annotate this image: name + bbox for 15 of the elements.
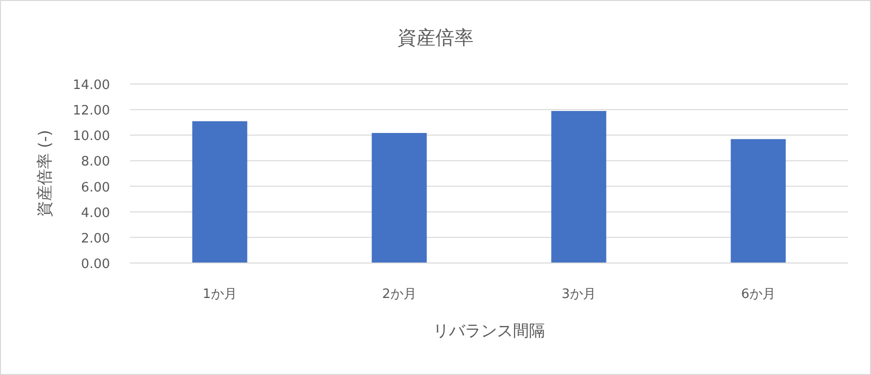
x-axis-title: リバランス間隔 — [433, 321, 545, 340]
y-tick-label: 2.00 — [81, 231, 110, 246]
y-axis-title: 資産倍率 (-) — [35, 130, 54, 218]
chart-title: 資産倍率 — [398, 27, 474, 49]
x-tick-label: 2か月 — [382, 287, 416, 302]
x-tick-label: 6か月 — [741, 287, 776, 302]
x-tick-label: 1か月 — [202, 287, 237, 302]
x-tick-label: 3か月 — [562, 287, 596, 302]
y-tick-label: 14.00 — [72, 78, 110, 93]
y-tick-label: 0.00 — [81, 257, 110, 272]
y-tick-label: 6.00 — [81, 180, 110, 196]
y-tick-label: 10.00 — [72, 129, 110, 144]
y-tick-label: 8.00 — [81, 154, 110, 170]
y-tick-label: 4.00 — [81, 206, 110, 221]
y-tick-label: 12.00 — [72, 104, 110, 119]
